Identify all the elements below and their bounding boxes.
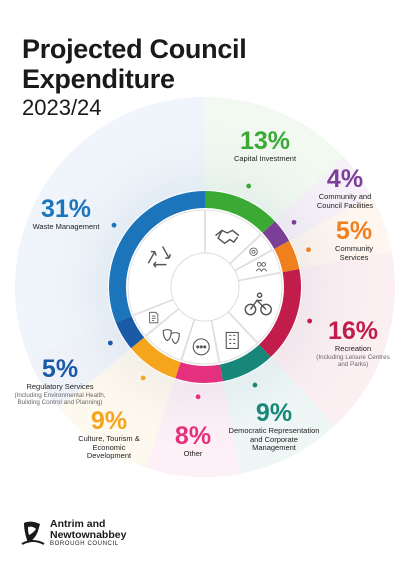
marker-dot-6	[140, 375, 146, 381]
council-emblem-icon	[21, 521, 45, 545]
name-recreation: Recreation	[334, 344, 372, 353]
slice-more	[175, 362, 223, 384]
label-regulatory: 5% Regulatory Services (Including Enviro…	[10, 356, 110, 406]
label-recreation: 16% Recreation (Including Leisure Centre…	[313, 318, 393, 368]
slice-document	[115, 316, 145, 349]
name-other: Other	[183, 449, 203, 458]
percent-community-services: 5%	[335, 217, 373, 245]
year-label: 2023/24	[22, 95, 102, 120]
document-icon	[149, 311, 159, 324]
theatre-masks-icon	[162, 329, 180, 345]
more-icon	[192, 338, 210, 356]
percent-regulatory: 5%	[41, 355, 79, 383]
percent-democratic: 9%	[255, 399, 293, 427]
sub-regulatory: (Including Environmental Health, Buildin…	[14, 391, 106, 406]
ray-2	[289, 195, 392, 270]
community-icon	[255, 262, 268, 273]
label-waste: 31% Waste Management	[32, 196, 100, 232]
donut-hole	[170, 252, 240, 322]
label-culture: 9% Culture, Tourism & Economic Developme…	[70, 408, 148, 461]
facilities-icon	[249, 247, 258, 256]
slice-building	[219, 344, 271, 382]
slice-theatre-masks	[131, 337, 181, 379]
percent-other: 8%	[174, 422, 212, 450]
slice-recycle	[108, 191, 205, 323]
name-community-services: Community Services	[335, 244, 373, 262]
name-capital-investment: Capital Investment	[233, 154, 297, 163]
ray-5	[146, 378, 241, 477]
council-logo: Antrim and Newtownabbey BOROUGH COUNCIL	[20, 517, 150, 551]
marker-dot-1	[291, 219, 297, 225]
ray-4	[222, 356, 336, 474]
label-democratic: 9% Democratic Representation and Corpora…	[228, 400, 320, 453]
marker-dot-4	[252, 382, 258, 388]
slice-community	[274, 240, 300, 273]
ray-3	[270, 251, 396, 426]
title-text: Projected Council Expenditure	[22, 34, 247, 94]
ray-8	[15, 97, 206, 357]
marker-dot-2	[306, 247, 311, 253]
logo-name: Antrim and Newtownabbey	[50, 519, 126, 541]
percent-recreation: 16%	[327, 317, 379, 345]
slice-handshake	[205, 191, 275, 233]
name-waste: Waste Management	[32, 222, 100, 231]
slice-cycling	[259, 269, 302, 357]
marker-dot-0	[246, 183, 252, 189]
name-culture: Culture, Tourism & Economic Development	[78, 434, 140, 461]
marker-dot-3	[307, 318, 313, 324]
percent-community-facilities: 4%	[326, 165, 364, 193]
percent-capital-investment: 13%	[239, 127, 291, 155]
ray-7	[28, 322, 132, 409]
recycle-icon	[147, 246, 172, 268]
building-icon	[225, 331, 239, 350]
name-community-facilities: Community and Council Facilities	[316, 192, 374, 210]
marker-dot-5	[195, 394, 201, 400]
name-regulatory: Regulatory Services	[26, 382, 94, 391]
logo-line2: Newtownabbey	[50, 529, 127, 541]
page-title: Projected Council Expenditure	[22, 34, 342, 94]
percent-culture: 9%	[90, 407, 128, 435]
ray-0	[205, 97, 344, 222]
name-democratic: Democratic Representation and Corporate …	[228, 426, 320, 453]
marker-dot-8	[111, 222, 117, 228]
handshake-icon	[215, 229, 240, 245]
slice-facilities	[262, 221, 290, 249]
sub-recreation: (Including Leisure Centres and Parks)	[316, 353, 390, 368]
label-capital-investment: 13% Capital Investment	[215, 128, 315, 164]
label-community-services: 5% Community Services	[320, 218, 388, 262]
percent-waste: 31%	[40, 195, 92, 223]
ray-6	[58, 348, 176, 468]
label-community-facilities: 4% Community and Council Facilities	[306, 166, 384, 210]
logo-line1: Antrim and	[50, 518, 106, 530]
logo-sub: BOROUGH COUNCIL	[50, 541, 119, 547]
label-other: 8% Other	[168, 423, 218, 459]
cycling-icon	[244, 292, 272, 316]
ray-1	[274, 156, 372, 241]
marker-dot-7	[107, 340, 113, 346]
